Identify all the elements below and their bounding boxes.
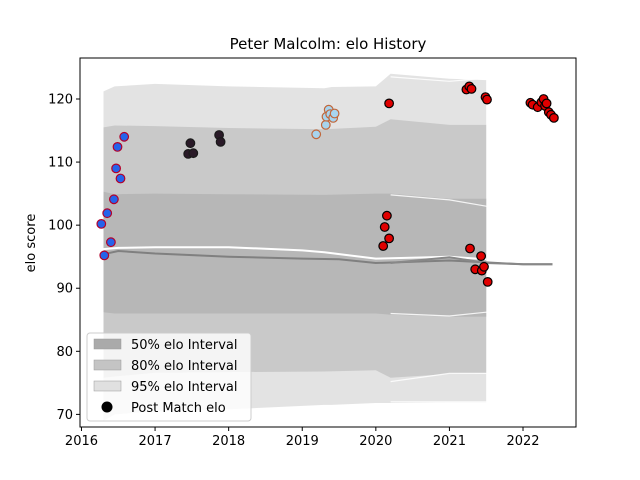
elo-point-3-7 <box>466 83 477 94</box>
elo-point-3-14 <box>482 94 492 105</box>
elo-point-3-3 <box>384 233 395 244</box>
interval-band-2 <box>103 191 487 317</box>
interval-edge-line-4 <box>390 76 553 84</box>
chart-title: Peter Malcolm: elo History <box>230 35 427 53</box>
y-tick-label: 80 <box>56 345 73 360</box>
legend-label-1: 80% elo Interval <box>131 359 238 374</box>
elo-point-1-2 <box>188 148 199 159</box>
elo-point-3-0 <box>378 241 389 251</box>
elo-point-2-6 <box>329 108 340 119</box>
x-tick-label: 2016 <box>65 434 98 449</box>
y-tick-label: 100 <box>48 219 73 234</box>
elo-point-0-8 <box>119 131 130 142</box>
elo-point-0-2 <box>102 208 113 219</box>
elo-point-3-12 <box>479 261 489 272</box>
elo-point-2-0 <box>311 129 322 140</box>
elo-point-3-4 <box>384 98 395 109</box>
legend-swatch-1 <box>93 359 122 371</box>
legend-marker-3 <box>101 401 113 413</box>
x-tick-label: 2018 <box>212 434 245 449</box>
y-axis-title: elo score <box>24 214 39 273</box>
legend-label-0: 50% elo Interval <box>131 338 238 353</box>
elo-point-0-5 <box>111 163 121 174</box>
elo-point-0-4 <box>108 194 119 205</box>
interval-edge-line-2 <box>390 194 553 212</box>
elo-point-1-1 <box>185 138 196 149</box>
elo-point-3-8 <box>465 243 475 254</box>
elo-point-3-2 <box>382 210 392 221</box>
elo-point-3-15 <box>482 277 493 287</box>
axes-frame <box>79 57 577 428</box>
elo-point-0-6 <box>112 141 123 152</box>
legend-swatch-0 <box>93 338 122 350</box>
elo-point-0-1 <box>99 250 110 261</box>
x-tick-label: 2019 <box>286 434 319 449</box>
y-tick-label: 90 <box>56 282 73 297</box>
y-tick-label: 120 <box>48 93 73 108</box>
elo-point-0-3 <box>105 237 116 248</box>
elo-point-0-7 <box>115 173 126 184</box>
x-tick-label: 2017 <box>139 434 172 449</box>
elo-point-3-1 <box>379 222 390 232</box>
interval-edge-line-0 <box>390 372 553 383</box>
legend: 50% elo Interval 80% elo Interval 95% elo … <box>86 332 252 422</box>
mean-elo-line-1 <box>103 246 487 261</box>
elo-point-2-1 <box>320 119 331 130</box>
x-axis-ticks: 2016 2017 2018 2019 2020 2021 2022 <box>65 427 540 449</box>
elo-point-3-25 <box>549 112 559 123</box>
x-tick-label: 2021 <box>433 434 466 449</box>
legend-box <box>86 332 252 422</box>
legend-swatch-2 <box>93 380 122 392</box>
legend-label-3: Post Match elo <box>131 401 226 416</box>
x-tick-label: 2022 <box>506 434 539 449</box>
y-tick-label: 110 <box>48 156 73 171</box>
elo-point-1-4 <box>215 136 226 147</box>
y-tick-label: 70 <box>56 408 73 423</box>
elo-point-3-10 <box>476 251 487 262</box>
x-tick-label: 2020 <box>359 434 392 449</box>
y-axis-ticks: 70 80 90 100 110 120 <box>48 93 80 423</box>
legend-label-2: 95% elo Interval <box>131 380 238 395</box>
elo-point-0-0 <box>96 218 107 229</box>
elo-point-3-22 <box>541 98 552 109</box>
interval-edge-line-1 <box>390 311 553 318</box>
